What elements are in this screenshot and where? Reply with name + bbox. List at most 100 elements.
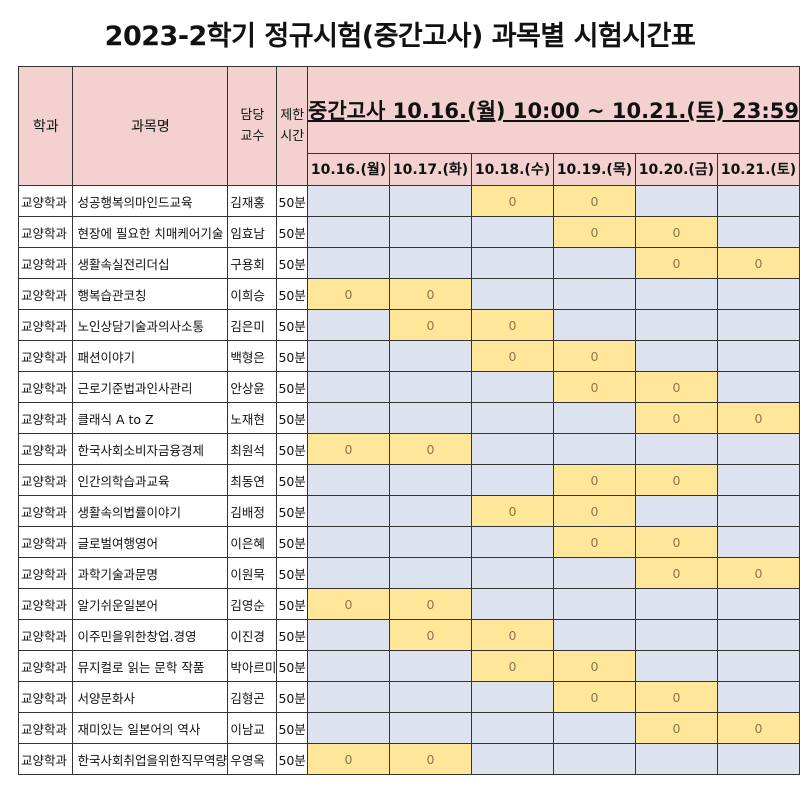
table-row: 교양학과 노인상담기술과의사소통 김은미 50분 0 0 (17, 309, 800, 341)
professor-cell: 박아르미 (227, 650, 278, 682)
empty-day-cell (634, 619, 718, 651)
exam-day-mark: 0 (552, 526, 636, 558)
table-row: 교양학과 한국사회취업을위한직무역량 우영옥 50분 0 0 (17, 743, 800, 775)
exam-day-mark: 0 (389, 278, 472, 310)
empty-day-cell (307, 712, 390, 744)
empty-day-cell (470, 557, 554, 589)
empty-day-cell (307, 247, 390, 279)
exam-day-mark: 0 (634, 402, 718, 434)
subject-cell: 글로벌여행영어 (72, 526, 229, 558)
exam-day-mark: 0 (552, 650, 636, 682)
exam-day-mark: 0 (716, 712, 800, 744)
header-limit: 제한 시간 (276, 66, 309, 186)
exam-day-mark: 0 (716, 247, 800, 279)
time-limit-cell: 50분 (276, 557, 309, 589)
dept-cell: 교양학과 (17, 526, 74, 558)
table-row: 교양학과 생활속의법률이야기 김배정 50분 0 0 (17, 495, 800, 527)
empty-day-cell (634, 743, 718, 775)
empty-day-cell (307, 650, 390, 682)
empty-day-cell (716, 433, 800, 465)
table-row: 교양학과 클래식 A to Z 노재현 50분 0 0 (17, 402, 800, 434)
subject-cell: 노인상담기술과의사소통 (72, 309, 229, 341)
empty-day-cell (389, 247, 472, 279)
time-limit-cell: 50분 (276, 402, 309, 434)
empty-day-cell (307, 309, 390, 341)
empty-day-cell (634, 185, 718, 217)
empty-day-cell (634, 433, 718, 465)
exam-day-mark: 0 (389, 619, 472, 651)
dept-cell: 교양학과 (17, 650, 74, 682)
empty-day-cell (307, 340, 390, 372)
empty-day-cell (389, 216, 472, 248)
exam-day-mark: 0 (552, 464, 636, 496)
professor-cell: 김형곤 (227, 681, 278, 713)
exam-day-mark: 0 (634, 247, 718, 279)
subject-cell: 인간의학습과교육 (72, 464, 229, 496)
subject-cell: 행복습관코칭 (72, 278, 229, 310)
empty-day-cell (389, 185, 472, 217)
empty-day-cell (470, 371, 554, 403)
empty-day-cell (552, 588, 636, 620)
exam-day-mark: 0 (470, 650, 554, 682)
exam-day-mark: 0 (552, 216, 636, 248)
empty-day-cell (470, 588, 554, 620)
exam-day-mark: 0 (634, 526, 718, 558)
empty-day-cell (307, 216, 390, 248)
time-limit-cell: 50분 (276, 433, 309, 465)
professor-cell: 이은혜 (227, 526, 278, 558)
empty-day-cell (716, 340, 800, 372)
dept-cell: 교양학과 (17, 278, 74, 310)
empty-day-cell (389, 526, 472, 558)
exam-day-mark: 0 (470, 185, 554, 217)
exam-day-mark: 0 (307, 278, 390, 310)
empty-day-cell (716, 216, 800, 248)
date-header-1: 10.17.(화) (389, 152, 472, 187)
subject-cell: 뮤지컬로 읽는 문학 작품 (72, 650, 229, 682)
professor-cell: 김은미 (227, 309, 278, 341)
dept-cell: 교양학과 (17, 402, 74, 434)
dept-cell: 교양학과 (17, 557, 74, 589)
table-row: 교양학과 인간의학습과교육 최동연 50분 0 0 (17, 464, 800, 496)
exam-day-mark: 0 (389, 309, 472, 341)
empty-day-cell (716, 619, 800, 651)
empty-day-cell (389, 650, 472, 682)
empty-day-cell (389, 495, 472, 527)
date-header-0: 10.16.(월) (307, 152, 390, 187)
subject-cell: 이주민을위한창업.경영 (72, 619, 229, 651)
professor-cell: 김재홍 (227, 185, 278, 217)
empty-day-cell (307, 526, 390, 558)
exam-day-mark: 0 (307, 433, 390, 465)
time-limit-cell: 50분 (276, 247, 309, 279)
subject-cell: 알기쉬운일본어 (72, 588, 229, 620)
empty-day-cell (389, 340, 472, 372)
dept-cell: 교양학과 (17, 247, 74, 279)
exam-day-mark: 0 (634, 371, 718, 403)
empty-day-cell (470, 743, 554, 775)
table-row: 교양학과 행복습관코칭 이희승 50분 0 0 (17, 278, 800, 310)
empty-day-cell (307, 464, 390, 496)
empty-day-cell (634, 340, 718, 372)
table-row: 교양학과 과학기술과문명 이원묵 50분 0 0 (17, 557, 800, 589)
empty-day-cell (634, 588, 718, 620)
time-limit-cell: 50분 (276, 743, 309, 775)
empty-day-cell (716, 526, 800, 558)
empty-day-cell (552, 278, 636, 310)
empty-day-cell (307, 619, 390, 651)
professor-cell: 최동연 (227, 464, 278, 496)
empty-day-cell (470, 433, 554, 465)
table-row: 교양학과 한국사회소비자금융경제 최원석 50분 0 0 (17, 433, 800, 465)
table-row: 교양학과 근로기준법과인사관리 안상윤 50분 0 0 (17, 371, 800, 403)
empty-day-cell (470, 681, 554, 713)
empty-day-cell (552, 309, 636, 341)
time-limit-cell: 50분 (276, 619, 309, 651)
empty-day-cell (307, 557, 390, 589)
professor-cell: 임효남 (227, 216, 278, 248)
professor-cell: 김배정 (227, 495, 278, 527)
dept-cell: 교양학과 (17, 743, 74, 775)
empty-day-cell (552, 619, 636, 651)
professor-cell: 이희승 (227, 278, 278, 310)
empty-day-cell (307, 185, 390, 217)
exam-schedule-table: 학과 과목명 담당 교수 제한 시간 중간고사 10.16.(월) 10:00 ~ … (17, 66, 800, 775)
empty-day-cell (552, 402, 636, 434)
date-header-3: 10.19.(목) (552, 152, 636, 187)
